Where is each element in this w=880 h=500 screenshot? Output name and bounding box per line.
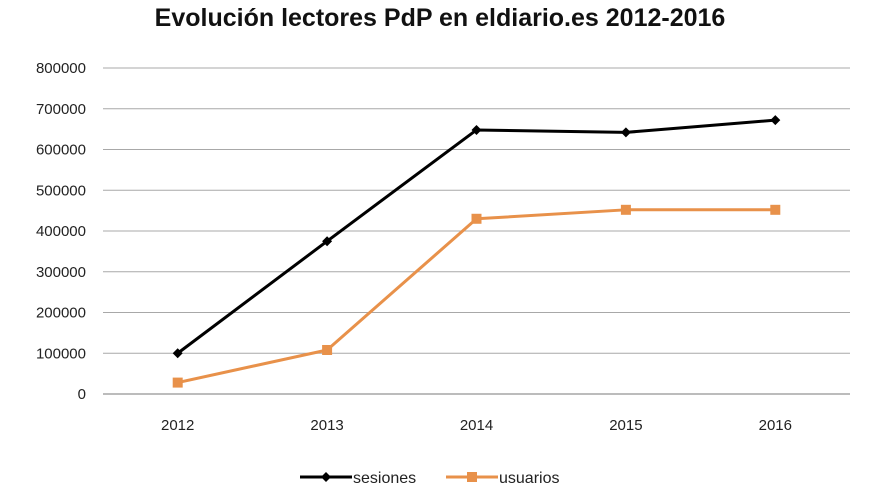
legend-label-usuarios: usuarios xyxy=(499,470,559,487)
data-point-sesiones xyxy=(172,348,183,359)
legend: sesiones usuarios xyxy=(300,470,559,487)
data-point-sesiones xyxy=(770,115,781,126)
legend-marker-usuarios xyxy=(467,472,477,482)
legend-marker-sesiones xyxy=(321,472,331,482)
data-point-usuarios xyxy=(172,377,183,388)
series-line-usuarios xyxy=(177,208,776,385)
x-tick-label: 2015 xyxy=(609,417,642,434)
y-tick-label: 700000 xyxy=(36,101,86,118)
data-point-sesiones xyxy=(620,127,631,138)
chart-title: Evolución lectores PdP en eldiario.es 20… xyxy=(155,4,726,32)
y-tick-label: 800000 xyxy=(36,60,86,77)
y-tick-label: 300000 xyxy=(36,264,86,281)
x-tick-label: 2012 xyxy=(161,417,194,434)
grid xyxy=(103,67,850,395)
x-axis: 2012 2013 2014 2015 2016 xyxy=(161,417,792,434)
data-point-usuarios xyxy=(322,344,333,355)
data-point-sesiones xyxy=(471,124,482,135)
y-tick-label: 100000 xyxy=(36,345,86,362)
y-tick-label: 0 xyxy=(78,386,86,403)
legend-label-sesiones: sesiones xyxy=(353,470,416,487)
y-tick-label: 200000 xyxy=(36,305,86,322)
y-tick-label: 500000 xyxy=(36,182,86,199)
x-tick-label: 2016 xyxy=(759,417,792,434)
data-point-usuarios xyxy=(770,204,781,215)
data-point-sesiones xyxy=(322,236,333,247)
y-axis: 0 100000 200000 300000 400000 500000 600000 700… xyxy=(36,60,86,403)
data-point-usuarios xyxy=(620,204,631,215)
y-tick-label: 600000 xyxy=(36,142,86,159)
series-line-sesiones xyxy=(176,118,776,355)
x-tick-label: 2014 xyxy=(460,417,493,434)
y-tick-label: 400000 xyxy=(36,223,86,240)
data-point-usuarios xyxy=(471,213,482,224)
series-group xyxy=(172,115,781,388)
x-tick-label: 2013 xyxy=(310,417,343,434)
